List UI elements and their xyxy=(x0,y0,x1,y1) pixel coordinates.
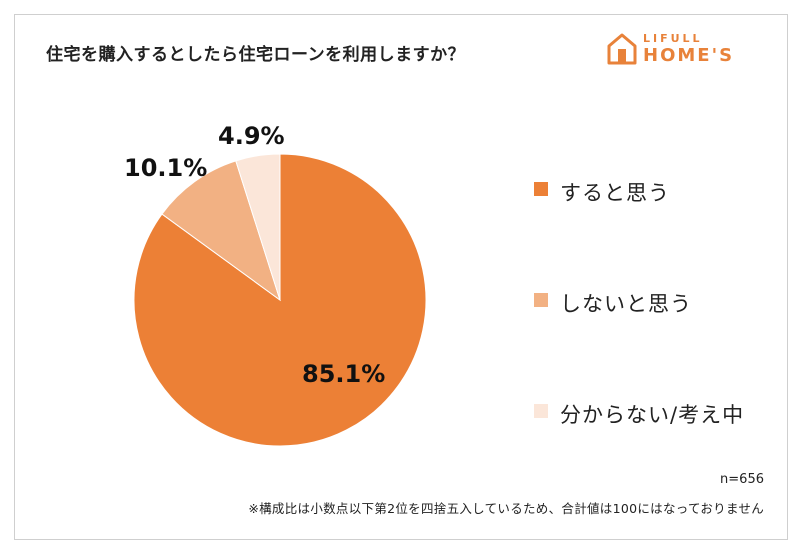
legend-swatch-undecided xyxy=(534,404,548,418)
logo-text-top: LIFULL xyxy=(643,32,703,45)
house-logo-icon xyxy=(607,33,637,65)
chart-frame xyxy=(14,14,788,540)
sample-size: n=656 xyxy=(720,472,764,487)
legend-label-yes: すると思う xyxy=(560,181,670,205)
legend-label-no: しないと思う xyxy=(560,292,692,316)
pie-slice-no xyxy=(161,160,281,302)
chart-title: 住宅を購入するとしたら住宅ローンを利用しますか？ xyxy=(46,45,466,65)
footnote: ※構成比は小数点以下第2位を四捨五入しているため、合計値は100にはなっておりま… xyxy=(248,501,764,516)
lifull-homes-logo: LIFULL HOME'S xyxy=(606,30,766,72)
pie-slice-undecided xyxy=(235,153,281,301)
legend-swatch-no xyxy=(534,293,548,307)
slice-label-no: 10.1% xyxy=(124,154,208,182)
logo-text-bottom: HOME'S xyxy=(643,45,735,66)
slice-label-yes: 85.1% xyxy=(302,360,386,388)
legend-label-undecided: 分からない/考え中 xyxy=(560,403,745,427)
legend-swatch-yes xyxy=(534,182,548,196)
slice-label-undecided: 4.9% xyxy=(218,122,285,150)
